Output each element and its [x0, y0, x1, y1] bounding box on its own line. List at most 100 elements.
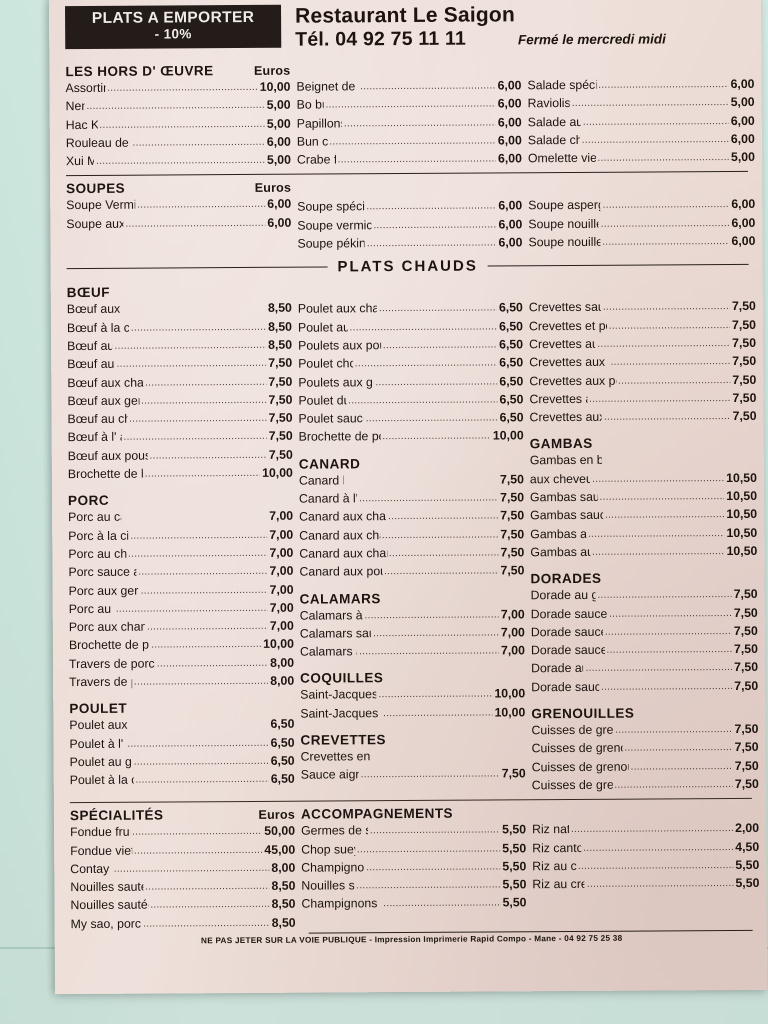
- menu-item-price: 7,50: [268, 410, 293, 426]
- gambas-list: Gambas en brochette.....................…: [530, 451, 758, 562]
- menu-item: Bœuf aux germes de soja.................…: [67, 392, 292, 412]
- menu-item: Soupe asperges au crabe.................…: [528, 196, 755, 216]
- soups-list-1: Soupe Vermicelle Crabe..................…: [66, 196, 291, 234]
- takeaway-label: PLATS A EMPORTER: [91, 8, 255, 27]
- leader-dots: ........................................…: [624, 741, 733, 754]
- menu-item: Assortiment.............................…: [65, 79, 290, 99]
- menu-item-name: Canard aux champignons parfumés: [299, 509, 387, 525]
- menu-item-name: aux cheveux d' ange: [529, 471, 591, 487]
- menu-item-price: 7,00: [269, 582, 294, 597]
- menu-item-price: 10,50: [726, 470, 757, 485]
- menu-item-price: 10,50: [726, 488, 758, 504]
- menu-item-name: Calamars sauce piquante: [299, 625, 372, 641]
- leader-dots: ........................................…: [373, 218, 497, 231]
- menu-item-name: Bo bun: [296, 97, 324, 112]
- group-title-crevettes: CREVETTES: [300, 732, 387, 748]
- dorades-list: Dorade au gingembre.....................…: [531, 586, 759, 697]
- leader-dots: ........................................…: [129, 412, 267, 425]
- restaurant-name: Restaurant Le Saigon: [295, 3, 516, 28]
- leader-dots: ........................................…: [130, 528, 268, 542]
- menu-item-price: 10,00: [259, 79, 291, 94]
- leader-dots: ........................................…: [135, 773, 269, 786]
- menu-item: Bun cha.................................…: [297, 132, 522, 152]
- menu-item: Soupe pékinois piquant..................…: [297, 234, 522, 254]
- leader-dots: ........................................…: [123, 430, 267, 444]
- menu-item-name: Contay câm: [70, 861, 112, 876]
- accompagnements-heading: ACCOMPAGNEMENTS: [300, 805, 526, 822]
- menu-item-price: 6,00: [497, 114, 522, 130]
- menu-item: Bœuf aux champignons noir...............…: [67, 373, 292, 393]
- leader-dots: ........................................…: [356, 878, 501, 892]
- menu-item: Gambas sauce aigre douce................…: [530, 506, 757, 526]
- menu-item-name: Porc au curry: [68, 601, 114, 616]
- menu-item-price: 6,50: [498, 318, 524, 334]
- leader-dots: ........................................…: [348, 393, 498, 407]
- menu-item-name: Canard aux champignons et au soja: [299, 545, 387, 561]
- soups-col-3: Soupe asperges au crabe.................…: [528, 177, 761, 252]
- leader-dots: ........................................…: [609, 606, 732, 620]
- menu-item-price: 8,00: [270, 655, 295, 670]
- menu-item: Nem.....................................…: [66, 97, 291, 117]
- menu-item: Contay câm..............................…: [70, 859, 295, 879]
- menu-item: Nouilles sautées........................…: [301, 876, 526, 896]
- menu-item-name: Dorade sauce vietnamienne: [530, 606, 608, 621]
- leader-dots: ........................................…: [130, 320, 267, 334]
- leader-dots: ........................................…: [349, 320, 498, 334]
- leader-dots: ........................................…: [587, 527, 725, 540]
- menu-item-price: 6,00: [498, 217, 523, 232]
- menu-item: Poulets aux germes de soja..............…: [298, 373, 523, 393]
- menu-item-name: Omelette vietnamienne: [527, 150, 596, 166]
- menu-item-name: Salade au crabe: [527, 114, 581, 129]
- leader-dots: ........................................…: [145, 880, 270, 893]
- section-title: ACCOMPAGNEMENTS: [300, 805, 454, 822]
- menu-item-name: Cuisses de grenouilles à la citronnelle: [531, 740, 623, 756]
- menu-item: Canard aux champignons noirs............…: [299, 526, 524, 546]
- section-title: SPÉCIALITÉS: [69, 807, 164, 824]
- menu-item-name: Canard laqué: [298, 473, 345, 488]
- menu-item-name: Poulet au curry: [297, 320, 348, 335]
- leader-dots: ........................................…: [599, 490, 725, 503]
- leader-dots: ........................................…: [354, 357, 498, 370]
- menu-item-name: Xui Mai: [65, 154, 95, 169]
- menu-item: Gambas au caramel.......................…: [530, 543, 757, 563]
- menu-item: Salade chinoise.........................…: [528, 131, 755, 151]
- menu-item-name: Poulet à l' ananas: [69, 736, 125, 751]
- leader-dots: ........................................…: [146, 620, 268, 633]
- menu-item: Rouleau de printemps....................…: [66, 134, 291, 154]
- menu-item: Brochette de porc à la citronnelle......…: [69, 636, 294, 656]
- menu-item-price: 7,50: [733, 641, 758, 657]
- grenouilles-list: Cuisses de grenouilles au curry.........…: [531, 721, 758, 796]
- canard-list: Canard laqué............................…: [299, 471, 525, 582]
- starters-heading: LES HORS D' ŒUVRE Euros: [65, 63, 290, 79]
- menu-item-price: 7,50: [732, 390, 757, 405]
- menu-item-price: 6,50: [270, 771, 295, 787]
- poulet-list-middle: Poulet aux champignons noirs............…: [298, 300, 524, 448]
- menu-item-price: 8,50: [271, 897, 296, 912]
- menu-item: Brochette de poulet au gingembre........…: [299, 428, 524, 448]
- group-title-calamars: CALAMARS: [299, 590, 381, 607]
- menu-item-name: Papillons frits: [296, 115, 342, 131]
- menu-item: Canard à l' ananas......................…: [299, 489, 524, 509]
- leader-dots: ........................................…: [608, 318, 731, 332]
- menu-item-price: 7,00: [269, 545, 294, 560]
- starters-list-2: Beignet de crevettes....................…: [296, 77, 522, 170]
- leader-dots: ........................................…: [115, 602, 268, 615]
- menu-item-price: 6,50: [499, 392, 524, 407]
- menu-item: Poulet aux amandes......................…: [69, 716, 294, 736]
- menu-item-name: Canard aux champignons noirs: [299, 527, 380, 543]
- leader-dots: ........................................…: [114, 339, 267, 352]
- menu-item-price: 10,50: [726, 507, 758, 522]
- menu-item-name: Fondue vietnamienne: [70, 842, 132, 858]
- menu-item-price: 7,50: [732, 354, 757, 369]
- leader-dots: ........................................…: [329, 134, 496, 148]
- menu-item: Cuisses de grenouilles au curry.........…: [531, 721, 758, 741]
- menu-item: Fondue vietnamienne.....................…: [70, 841, 295, 861]
- leader-dots: ........................................…: [602, 198, 730, 212]
- leader-dots: ........................................…: [384, 564, 499, 578]
- menu-sheet: PLATS A EMPORTER - 10% Restaurant Le Sai…: [48, 0, 768, 995]
- leader-dots: ........................................…: [577, 859, 734, 872]
- leader-dots: ........................................…: [602, 300, 730, 314]
- menu-item-name: Salade chinoise: [527, 132, 580, 148]
- menu-item-name: Champignons sautés: [301, 859, 365, 875]
- menu-item-price: 7,50: [731, 299, 756, 314]
